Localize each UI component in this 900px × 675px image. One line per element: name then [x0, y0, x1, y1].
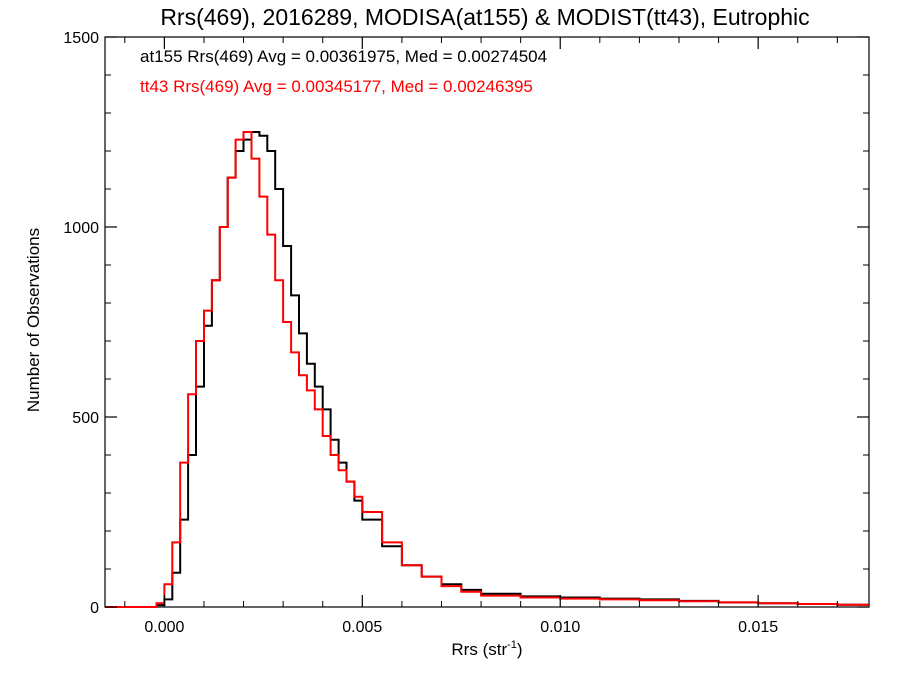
x-axis-label-end: ) [517, 640, 523, 659]
series-line-tt43 [105, 131, 870, 608]
x-tick-label: 0.015 [738, 619, 778, 636]
annotation-tt43: tt43 Rrs(469) Avg = 0.00345177, Med = 0.… [140, 77, 533, 96]
series-line-at155 [105, 131, 870, 608]
tick-layer: 0.000 0.005 0.010 0.015 0 500 1000 1500 [63, 30, 869, 636]
y-tick-label: 1000 [63, 220, 99, 237]
x-tick-label: 0.000 [144, 619, 184, 636]
x-axis-label-base: Rrs (str [451, 640, 507, 659]
x-axis-label-superscript: -1 [507, 639, 517, 651]
x-axis-label: Rrs (str-1) [451, 639, 522, 659]
x-tick-label: 0.005 [342, 619, 382, 636]
y-tick-label: 1500 [63, 30, 99, 47]
y-tick-label: 0 [90, 600, 99, 617]
y-axis-label: Number of Observations [24, 228, 43, 412]
x-tick-label: 0.010 [540, 619, 580, 636]
annotation-at155: at155 Rrs(469) Avg = 0.00361975, Med = 0… [140, 47, 547, 66]
chart-title: Rrs(469), 2016289, MODISA(at155) & MODIS… [160, 4, 809, 30]
series-layer [105, 131, 870, 608]
plot-frame [104, 36, 870, 608]
y-tick-label: 500 [72, 410, 99, 427]
